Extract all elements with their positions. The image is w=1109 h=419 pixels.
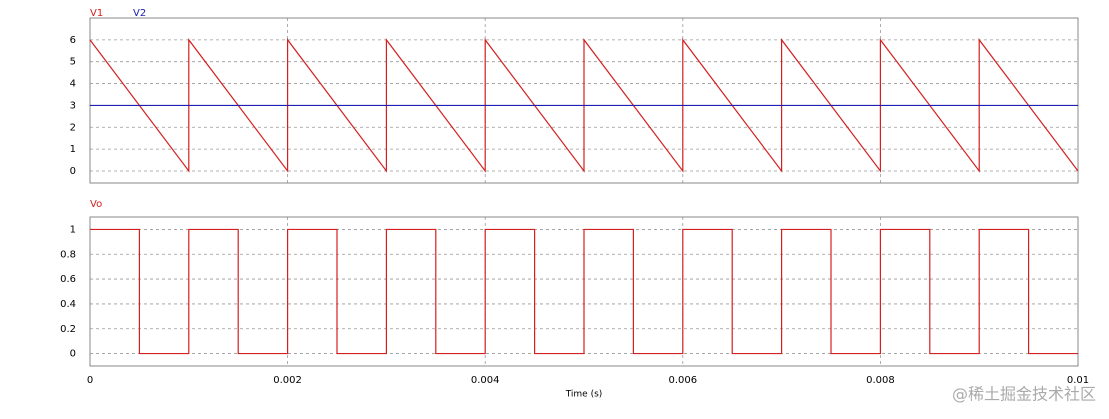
legend-entry: V2 <box>133 8 146 19</box>
watermark: @稀土掘金技术社区 <box>952 385 1096 404</box>
legend-entry: V1 <box>90 8 103 19</box>
series-line <box>90 228 1078 355</box>
y-tick-label: 0.2 <box>60 324 76 335</box>
y-tick-label: 5 <box>70 57 76 68</box>
y-tick-label: 1 <box>70 144 76 155</box>
x-axis-label: Time (s) <box>565 390 603 400</box>
x-tick-label: 0.002 <box>273 375 302 386</box>
y-tick-label: 0.4 <box>60 299 76 310</box>
plot-frame <box>89 216 1079 367</box>
y-tick-label: 1 <box>70 224 76 235</box>
x-tick-label: 0 <box>87 375 93 386</box>
x-tick-label: 0.01 <box>1067 375 1089 386</box>
plot-frame <box>89 17 1079 184</box>
y-tick-label: 2 <box>70 122 76 133</box>
y-tick-label: 3 <box>70 100 76 111</box>
y-tick-label: 4 <box>70 79 76 90</box>
x-tick-label: 0.004 <box>471 375 500 386</box>
y-tick-label: 0.6 <box>60 274 76 285</box>
y-tick-label: 0 <box>70 349 76 360</box>
y-tick-label: 0.8 <box>60 249 76 260</box>
x-tick-label: 0.006 <box>668 375 697 386</box>
x-tick-label: 0.008 <box>866 375 895 386</box>
y-tick-label: 0 <box>70 166 76 177</box>
y-tick-label: 6 <box>70 35 76 46</box>
legend-entry: Vo <box>90 199 102 210</box>
